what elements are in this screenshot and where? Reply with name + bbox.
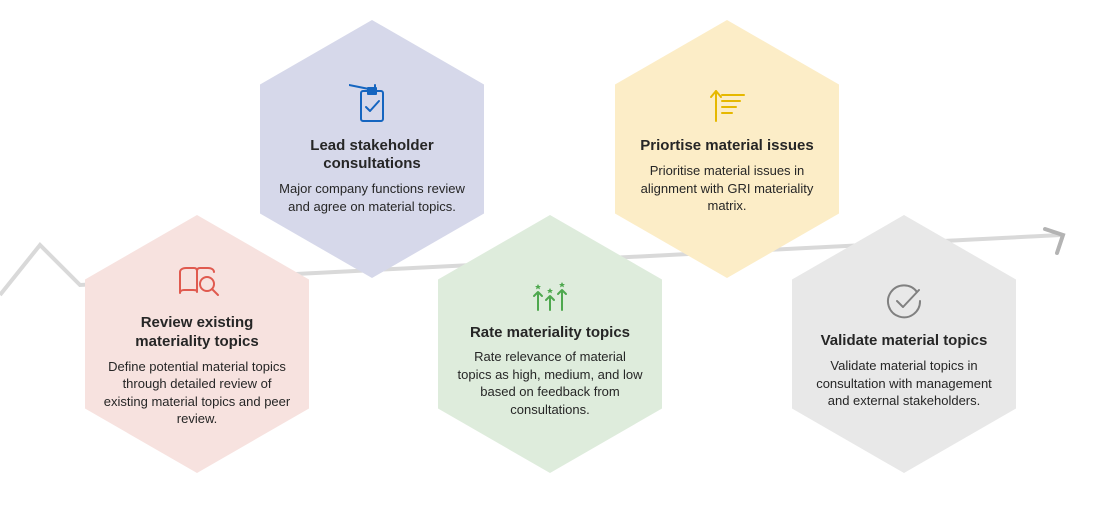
step-title: Review existing materiality topics	[103, 314, 291, 352]
step-desc: Define potential material topics through…	[103, 358, 291, 428]
step-desc: Major company functions review and agree…	[278, 180, 466, 215]
clipboard-check-icon	[349, 83, 395, 129]
step-title: Lead stakeholder consultations	[278, 137, 466, 175]
step-title: Priortise material issues	[640, 137, 813, 156]
step-title: Rate materiality topics	[470, 324, 630, 343]
step-title: Validate material topics	[821, 332, 988, 351]
step-desc: Prioritise material issues in alignment …	[633, 162, 821, 215]
step-desc: Validate material topics in consultation…	[810, 357, 998, 410]
connector-arrowhead	[1045, 229, 1063, 253]
step-desc: Rate relevance of material topics as hig…	[456, 348, 644, 418]
arrow-stars-icon	[527, 270, 573, 316]
circle-check-icon	[881, 278, 927, 324]
book-magnifier-icon	[174, 260, 220, 306]
priority-arrow-icon	[704, 83, 750, 129]
